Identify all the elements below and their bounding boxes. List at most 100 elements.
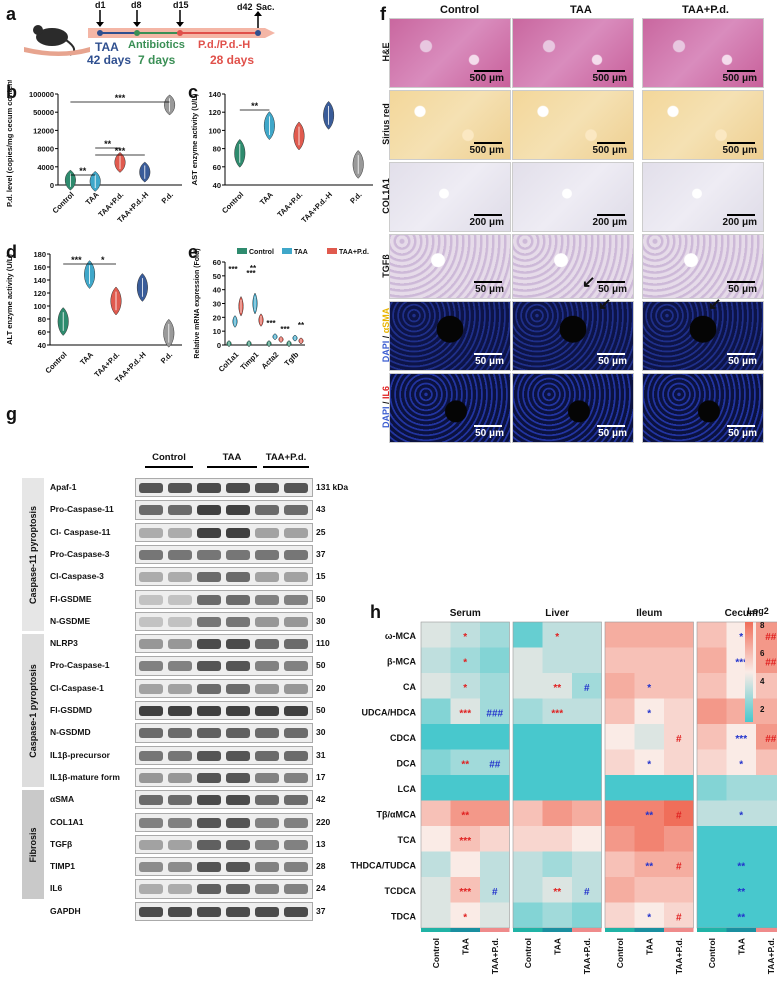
- blot-section-label: Fibrosis: [28, 827, 38, 863]
- day-label: d1: [95, 0, 106, 10]
- heatmap-cell: [513, 800, 543, 826]
- blot-group-line: [207, 466, 257, 468]
- significance-mark: *: [739, 759, 743, 770]
- antibiotics-days: 7 days: [138, 53, 176, 67]
- heatmap-cell: [421, 775, 451, 801]
- blot-strip: [135, 567, 313, 587]
- heatmap-cell: [480, 673, 510, 699]
- y-tick-label: 120: [33, 289, 46, 298]
- blot-band: [226, 527, 250, 538]
- scale-bar-label: 50 μm: [475, 356, 504, 367]
- blot-band: [226, 728, 250, 739]
- significance-mark: ***: [280, 325, 290, 334]
- x-tick-label: TAA: [78, 350, 95, 367]
- heatmap-cell: [605, 673, 635, 699]
- x-tick-label: TAA: [84, 190, 101, 207]
- scale-bar: [727, 142, 755, 144]
- heatmap-cell: [572, 851, 602, 877]
- group-color-strip: [726, 928, 756, 932]
- blot-band: [139, 527, 163, 538]
- y-tick-label: 0: [217, 341, 221, 350]
- scale-bar: [597, 70, 625, 72]
- blot-band: [284, 839, 308, 850]
- scale-bar-label: 200 μm: [469, 217, 504, 228]
- mouse-icon: [24, 25, 90, 56]
- blot-row-label: TIMP1: [50, 861, 76, 872]
- heatmap-cell: [605, 622, 635, 648]
- significance-mark: ***: [459, 708, 471, 719]
- heatmap-cell: [756, 851, 777, 877]
- blot-row-label: TGFβ: [50, 838, 73, 849]
- blot-row-label: IL1β-mature form: [50, 771, 120, 782]
- heatmap-cell: [450, 673, 480, 699]
- blot-band: [197, 594, 221, 605]
- heatmap-cell: [450, 647, 480, 673]
- heatmap-cell: [572, 724, 602, 750]
- group-color-strip: [697, 928, 727, 932]
- histology-image: 500 μm: [642, 18, 764, 88]
- blot-band: [139, 750, 163, 761]
- histology-image: 50 μm: [389, 301, 511, 371]
- heatmap-cell: [697, 775, 727, 801]
- blot-band: [284, 706, 308, 716]
- heatmap-cell: [480, 622, 510, 648]
- heatmap-cell: [634, 851, 664, 877]
- heatmap-cell: [480, 698, 510, 724]
- heatmap-cell: [756, 826, 777, 852]
- blot-kda-label: 25: [316, 526, 326, 537]
- histology-image: 200 μm: [512, 162, 634, 232]
- heatmap-cell: [542, 775, 572, 801]
- heatmap-cell: [634, 724, 664, 750]
- heatmap-row-label: ω-MCA: [385, 631, 417, 641]
- significance-mark: *: [647, 759, 651, 770]
- blot-band: [139, 706, 163, 716]
- blot-kda-label: 50: [316, 593, 326, 604]
- blot-kda-label: 30: [316, 615, 326, 626]
- heatmap-cell: [480, 724, 510, 750]
- scale-bar-label: 50 μm: [728, 284, 757, 295]
- heatmap-cell: [697, 800, 727, 826]
- heatmap-cell: [664, 800, 694, 826]
- significance-mark: *: [463, 657, 467, 668]
- heatmap-cell: [421, 724, 451, 750]
- scale-bar-label: 500 μm: [722, 145, 757, 156]
- significance-mark: *: [463, 683, 467, 694]
- heatmap-cell: [513, 622, 543, 648]
- blot-band: [168, 483, 192, 493]
- blot-band: [255, 817, 279, 828]
- y-tick-label: 180: [33, 250, 46, 259]
- blot-band: [284, 750, 308, 761]
- blot-band: [197, 728, 221, 739]
- significance-mark: ***: [735, 657, 747, 668]
- heatmap-cell: [664, 775, 694, 801]
- significance-mark: *: [555, 632, 559, 643]
- legend-tick-label: 6: [760, 649, 765, 658]
- legend-tick-label: 8: [760, 621, 765, 630]
- blot-row-label: NLRP3: [50, 638, 78, 649]
- panel-label-d: d: [6, 242, 17, 262]
- blot-band: [255, 728, 279, 739]
- blot-band: [168, 572, 192, 583]
- blot-band: [255, 527, 279, 538]
- scale-bar: [597, 425, 625, 427]
- blot-band: [139, 862, 163, 873]
- y-tick-label: 8000: [37, 145, 54, 154]
- scale-bar-label: 50 μm: [598, 356, 627, 367]
- histology-image: 500 μm: [389, 18, 511, 88]
- heatmap-cell: [634, 877, 664, 903]
- significance-mark: **: [79, 166, 87, 176]
- blot-band: [139, 906, 163, 917]
- scale-bar: [727, 425, 755, 427]
- scale-bar-label: 50 μm: [728, 356, 757, 367]
- blot-band: [168, 616, 192, 627]
- blot-row-label: N-GSDME: [50, 615, 91, 626]
- blot-kda-label: 20: [316, 682, 326, 693]
- heatmap-row-label: LCA: [398, 784, 417, 794]
- blot-kda-label: 13: [316, 838, 326, 849]
- blot-band: [226, 772, 250, 783]
- significance-mark: #: [492, 887, 498, 898]
- heatmap-cell: [697, 749, 727, 775]
- significance-mark: *: [647, 912, 651, 923]
- heatmap-cell: [605, 851, 635, 877]
- blot-band: [284, 772, 308, 783]
